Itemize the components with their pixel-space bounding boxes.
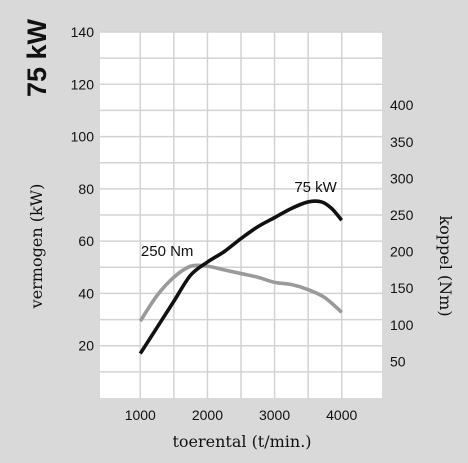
y-tick-label-right: 50 xyxy=(390,353,406,369)
chart-title: 75 kW xyxy=(22,18,52,97)
y-tick-label-left: 120 xyxy=(71,76,95,92)
grid-lines xyxy=(100,31,382,398)
y-tick-label-right: 400 xyxy=(390,97,414,113)
y-tick-label-left: 80 xyxy=(78,181,94,197)
y-tick-label-right: 250 xyxy=(390,207,414,223)
y-axis-title-right: koppel (Nm) xyxy=(436,215,455,316)
y-tick-label-left: 20 xyxy=(78,338,94,354)
annotations: 75 kW 250 Nm xyxy=(141,179,338,260)
x-tick-label: 4000 xyxy=(326,407,357,423)
y-axis-title-left: vermogen (kW) xyxy=(27,184,46,310)
series-line-koppel xyxy=(138,263,343,323)
y-tick-label-right: 200 xyxy=(390,244,414,260)
y-tick-label-right: 100 xyxy=(390,317,414,333)
y-tick-label-right: 300 xyxy=(390,170,414,186)
x-tick-label: 3000 xyxy=(259,407,290,423)
y-tick-label-left: 60 xyxy=(78,233,94,249)
x-tick-label: 1000 xyxy=(125,407,156,423)
y-tick-label-right: 350 xyxy=(390,134,414,150)
series-line-vermogen xyxy=(138,199,344,355)
y-tick-label-right: 150 xyxy=(390,280,414,296)
annotation-label: 75 kW xyxy=(294,179,337,196)
annotation-label: 250 Nm xyxy=(141,243,194,260)
x-tick-label: 2000 xyxy=(192,407,223,423)
x-axis-title: toerental (t/min.) xyxy=(172,432,311,451)
y-tick-label-left: 40 xyxy=(78,285,94,301)
y-tick-label-left: 140 xyxy=(71,24,95,40)
series-layer xyxy=(138,199,344,355)
tick-labels: 1000 2000 3000 4000 20 40 60 80 100 120 140 50 100 15… xyxy=(71,24,414,423)
y-tick-label-left: 100 xyxy=(71,129,95,145)
